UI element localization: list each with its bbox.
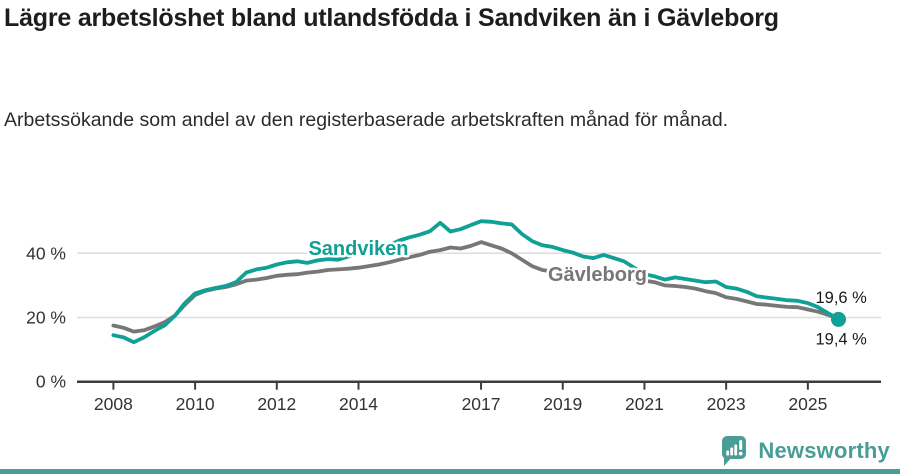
x-tick-label: 2019 bbox=[543, 394, 582, 414]
x-tick-label: 2021 bbox=[625, 394, 664, 414]
y-tick-label: 20 % bbox=[26, 308, 66, 328]
series-label-gävleborg: Gävleborg bbox=[548, 264, 647, 286]
x-tick-label: 2023 bbox=[707, 394, 746, 414]
newsworthy-brand-link[interactable]: Newsworthy bbox=[719, 434, 890, 468]
x-tick-label: 2025 bbox=[788, 394, 827, 414]
endpoint-dot-sandviken bbox=[830, 311, 846, 327]
y-tick-label: 0 % bbox=[36, 372, 66, 392]
newsworthy-bubble-bar-chart-icon bbox=[722, 436, 747, 466]
chart-title: Lägre arbetslöshet bland utlandsfödda i … bbox=[4, 4, 779, 32]
x-tick-label: 2017 bbox=[462, 394, 501, 414]
brand-bottom-bar bbox=[0, 469, 900, 474]
chart-subtitle: Arbetssökande som andel av den registerb… bbox=[4, 109, 729, 131]
end-value-label-gävleborg: 19,6 % bbox=[815, 289, 867, 307]
y-tick-label: 40 % bbox=[26, 243, 66, 263]
x-tick-label: 2010 bbox=[176, 394, 215, 414]
x-tick-label: 2008 bbox=[94, 394, 133, 414]
x-tick-label: 2012 bbox=[257, 394, 296, 414]
end-value-label-sandviken: 19,4 % bbox=[815, 330, 867, 348]
series-label-sandviken: Sandviken bbox=[308, 238, 408, 260]
x-tick-label: 2014 bbox=[339, 394, 378, 414]
brand-name-label: Newsworthy bbox=[758, 438, 890, 463]
series-line-sandviken bbox=[111, 219, 841, 345]
